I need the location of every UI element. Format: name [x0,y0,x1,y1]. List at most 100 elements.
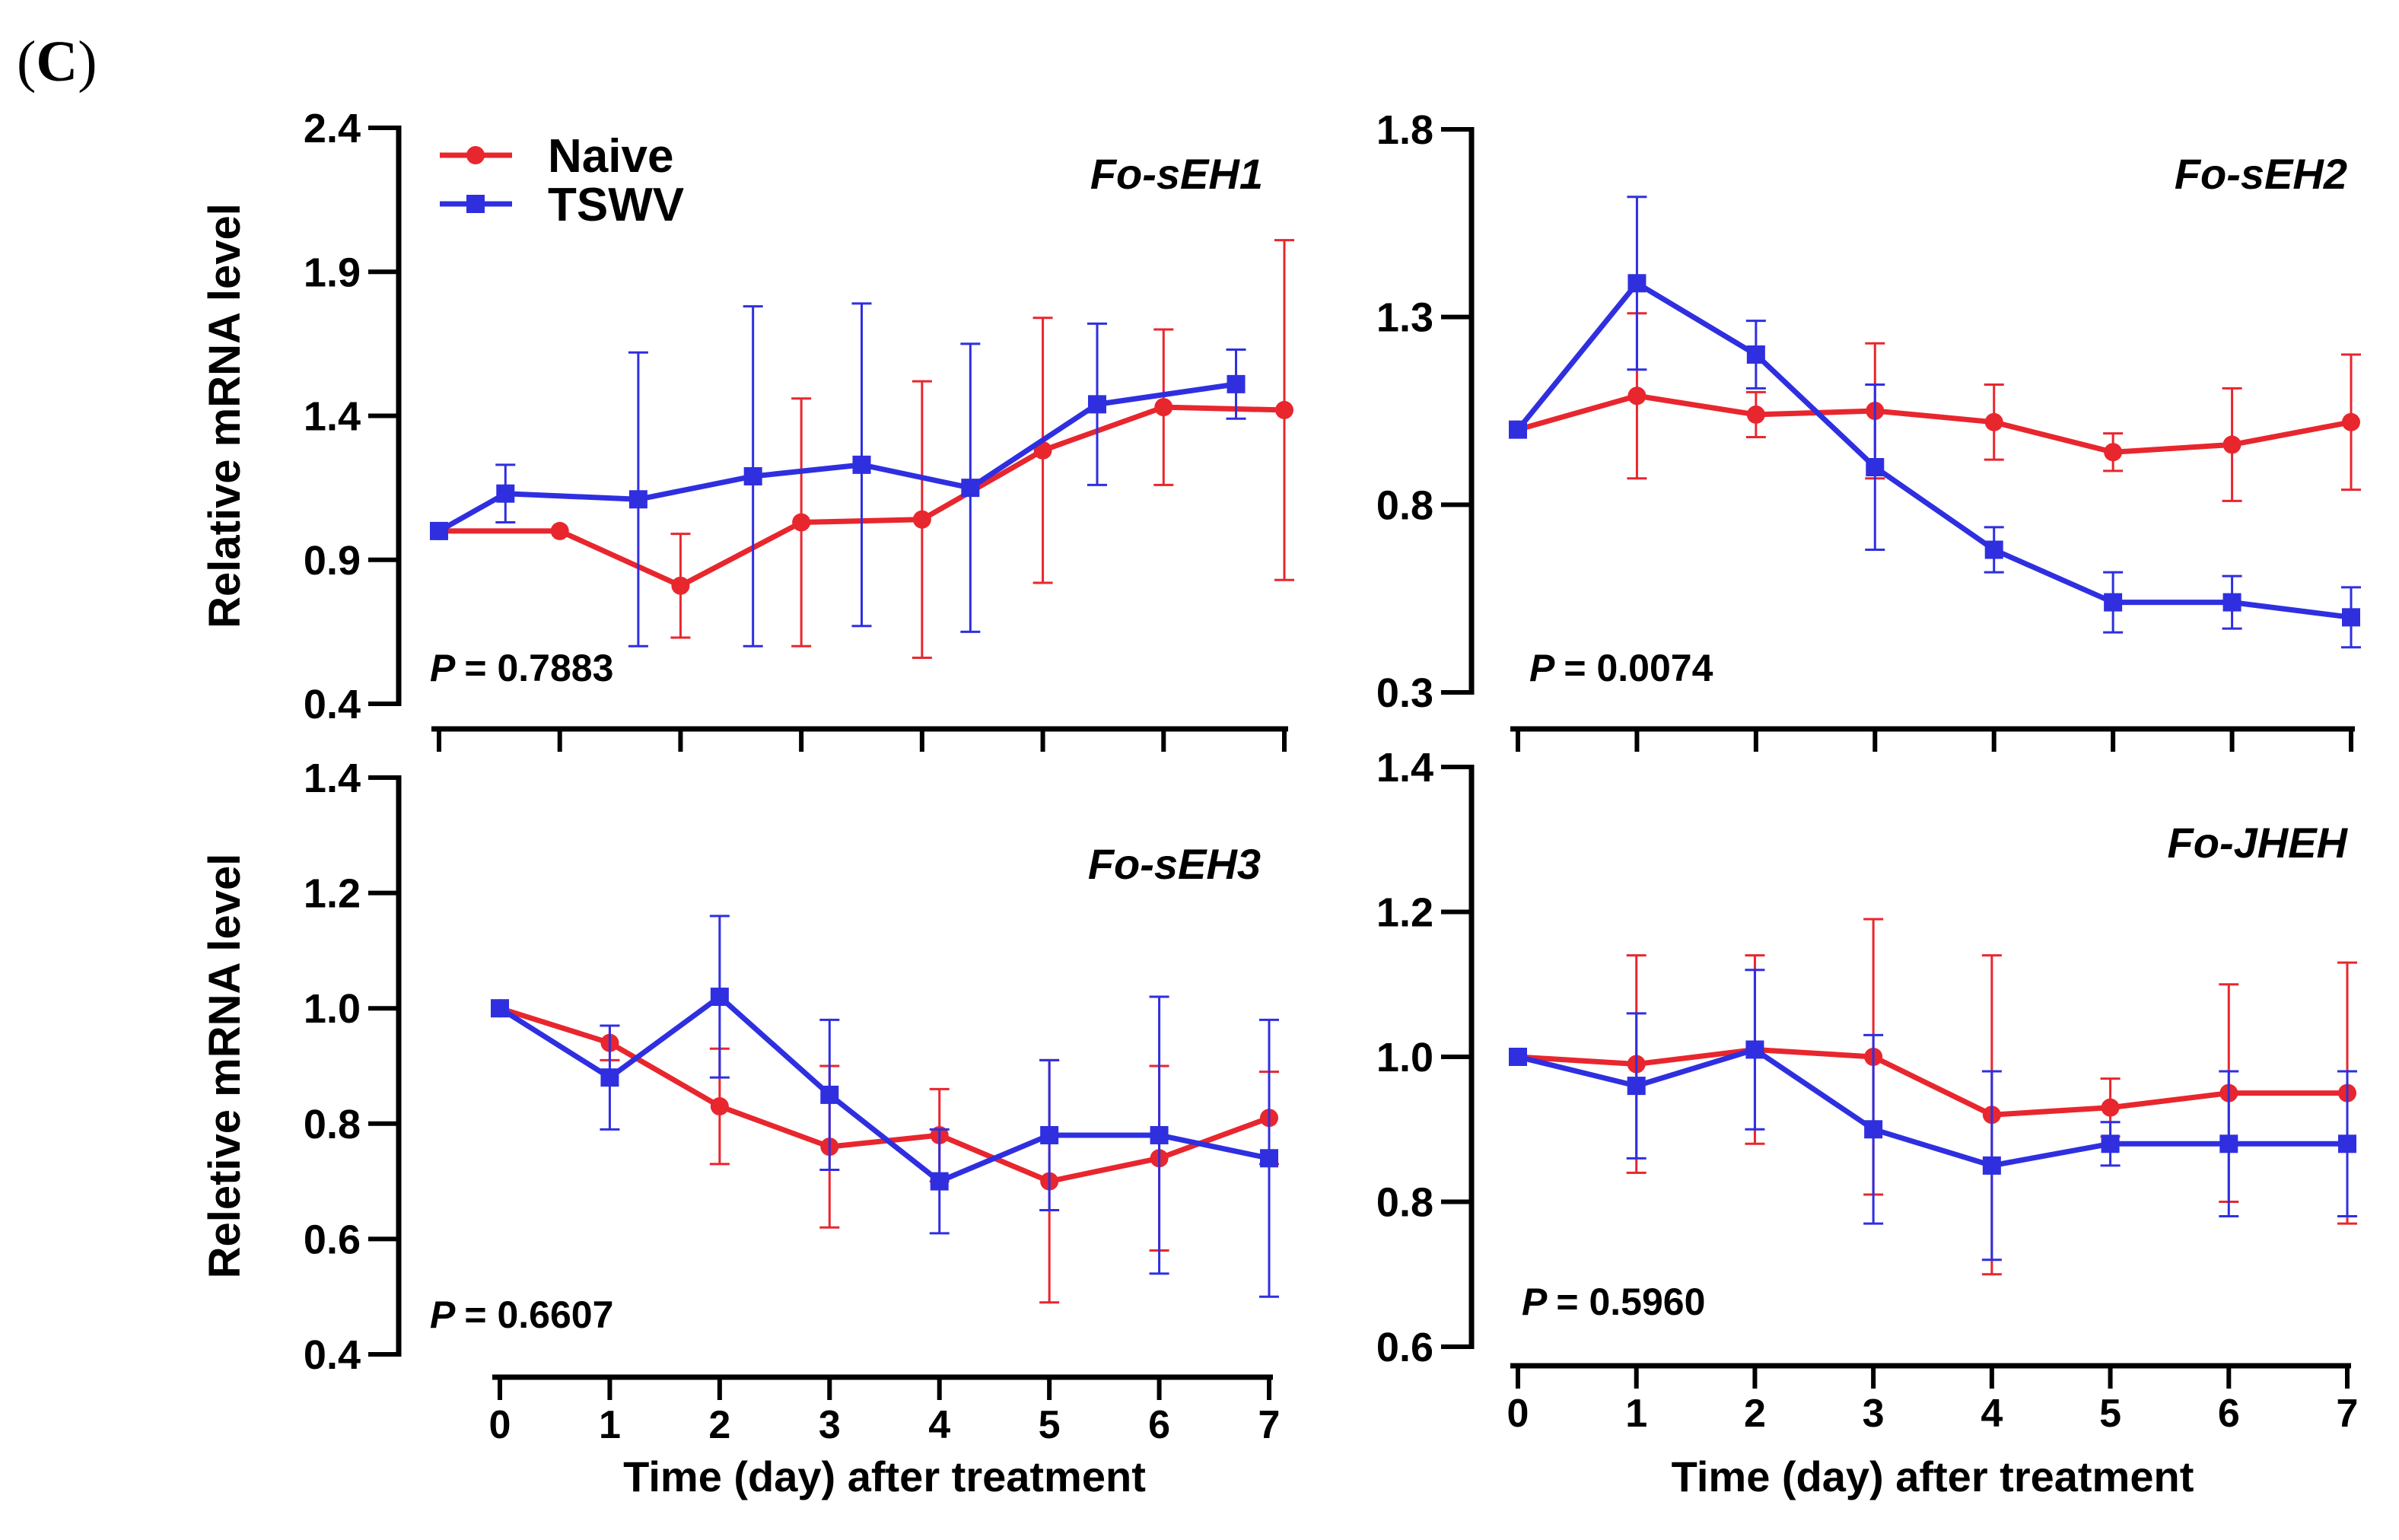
fo-jheh-p-number: = 0.5960 [1556,1281,1705,1323]
fo-seh2-p-value: P = 0.0074 [1529,647,1713,689]
fo-jheh-tswv-point [1745,1040,1764,1059]
fo-jheh-x-tick-label: 7 [2337,1392,2359,1436]
fo-jheh-y-tick-label: 1.2 [1376,890,1433,936]
fo-seh1-tswv-series [430,302,1246,648]
fo-jheh-gene-title: Fo-JHEH [2168,819,2349,867]
fo-jheh-x-axis-label: Time (day) after treatment [1672,1452,2194,1500]
fo-seh3-p-symbol: P [430,1293,464,1336]
fo-seh1-naive-point [671,576,690,595]
fo-seh2-tswv-series [1509,196,2361,649]
fo-seh2-naive-point [2104,443,2123,462]
fo-seh3-y-tick-label: 1.2 [304,871,361,917]
fo-jheh-tswv-point [2219,1134,2238,1153]
legend-naive-label: Naive [548,130,673,183]
fo-jheh-y-tick-label: 1.0 [1376,1035,1433,1080]
fo-seh2-naive-point [1746,405,1765,424]
fo-seh3-tswv-point [600,1068,619,1087]
fo-jheh-y-tick-label: 0.6 [1376,1325,1433,1370]
fo-seh1-y-tick-label: 2.4 [304,106,361,151]
fo-seh1-y-tick-label: 1.4 [304,394,361,440]
fo-seh3-x-tick-label: 7 [1258,1403,1281,1447]
fo-jheh-tswv-point [1509,1048,1527,1066]
fo-jheh-y-tick-label: 0.8 [1376,1180,1433,1226]
fo-jheh-naive-line [1517,1046,2347,1118]
fo-seh3-x-tick-label: 5 [1039,1403,1061,1447]
fo-seh1-y-tick-label: 0.9 [304,538,361,584]
fo-seh3-tswv-point [1040,1125,1059,1144]
fo-jheh-tswv-line [1517,1046,2347,1169]
fo-seh3-y-tick-label: 0.8 [304,1102,361,1147]
fo-seh2-p-symbol: P [1529,647,1564,689]
chart-panel-fo-seh3: 0.4 0.6 0.8 1.0 1.2 1.4 0 1 2 3 4 5 6 7 Time (day) aft… [200,756,1280,1500]
fo-seh2-tswv-point [1509,420,1527,439]
panel-label: (C) [17,29,97,95]
fo-seh1-y-tick-label: 1.9 [304,250,361,295]
legend-tswv-label: TSWV [548,179,684,231]
fo-seh1-tswv-point [961,479,980,498]
fo-seh2-y-tick-label: 1.8 [1376,107,1433,153]
fo-jheh-p-value: P = 0.5960 [1522,1281,1705,1323]
fo-seh3-y-tick-label: 0.4 [304,1332,361,1378]
fo-seh3-x-tick-label: 2 [708,1403,730,1447]
fo-seh3-y-tick-label: 0.6 [304,1217,361,1262]
fo-jheh-x-tick-label: 4 [1981,1392,2003,1436]
fo-seh1-naive-point [550,521,569,540]
fo-jheh-tswv-point [2101,1134,2120,1153]
fo-seh2-naive-series [1509,312,2361,502]
fo-jheh-x-tick-label: 1 [1625,1392,1647,1436]
fo-seh3-x-tick-label: 3 [819,1403,841,1447]
fo-seh3-naive-point [710,1097,729,1116]
chart-panel-fo-seh1: 0.4 0.9 1.4 1.9 2.4 Relative mRNA level Fo-sEH… [200,106,1294,752]
fo-seh1-gene-title: Fo-sEH1 [1090,150,1263,198]
fo-seh1-naive-point [1275,400,1293,419]
fo-seh1-tswv-point [430,521,448,540]
fo-seh3-tswv-series [491,915,1279,1298]
chart-panel-fo-seh2: 0.3 0.8 1.3 1.8 Fo-sEH2 P = 0.0074 [1376,107,2361,752]
fo-jheh-x-tick-label: 2 [1744,1392,1766,1436]
fo-seh2-naive-point [2342,412,2360,431]
fo-seh2-tswv-point [1866,458,1885,476]
fo-seh2-naive-point [1984,412,2003,431]
fo-seh2-tswv-point [2104,593,2123,612]
fo-seh2-tswv-point [2222,593,2242,612]
panel-label-close: ) [78,30,97,94]
fo-seh1-y-axis-label: Relative mRNA level [200,203,250,628]
fo-seh1-y-tick-label: 0.4 [304,682,361,727]
fo-seh1-tswv-line [437,381,1237,533]
chart-panel-fo-jheh: 0.6 0.8 1.0 1.2 1.4 0 1 2 3 4 5 6 7 Time (day) after … [1376,745,2359,1500]
fo-seh3-x-tick-label: 6 [1148,1403,1170,1447]
fo-seh1-tswv-point [496,484,515,503]
fo-seh2-tswv-point [2342,608,2360,627]
fo-jheh-tswv-point [2338,1134,2356,1153]
fo-jheh-tswv-point [1982,1156,2001,1175]
fo-seh2-naive-line [1517,393,2352,455]
fo-seh3-tswv-point [1260,1149,1278,1168]
fo-seh3-tswv-point [820,1085,839,1104]
fo-seh2-tswv-point [1627,274,1647,293]
fo-seh3-tswv-point [710,988,729,1007]
fo-seh2-gene-title: Fo-sEH2 [2175,150,2347,198]
fo-seh3-tswv-point [930,1172,949,1191]
fo-jheh-tswv-point [1627,1077,1646,1096]
fo-seh1-tswv-point [743,466,762,485]
fo-seh1-tswv-point [1087,395,1106,414]
fo-seh2-y-tick-label: 0.3 [1376,670,1433,716]
fo-seh1-naive-series [430,239,1294,659]
fo-seh1-naive-point [912,510,931,529]
fo-seh3-x-tick-label: 0 [489,1403,511,1447]
legend-naive-marker [466,146,485,164]
fo-seh3-tswv-point [1150,1125,1169,1144]
fo-seh3-tswv-line [498,994,1270,1185]
fo-seh3-y-tick-label: 1.4 [304,756,361,801]
fo-jheh-tswv-series [1509,969,2357,1262]
fo-jheh-p-symbol: P [1522,1281,1556,1323]
fo-seh3-x-axis-label: Time (day) after treatment [623,1452,1146,1500]
fo-seh1-naive-point [1154,398,1173,417]
fo-seh2-y-tick-label: 0.8 [1376,482,1433,528]
fo-seh3-tswv-point [491,999,509,1018]
fo-jheh-tswv-point [1864,1120,1883,1139]
fo-seh2-naive-point [1627,387,1647,406]
fo-seh1-naive-point [792,513,811,532]
